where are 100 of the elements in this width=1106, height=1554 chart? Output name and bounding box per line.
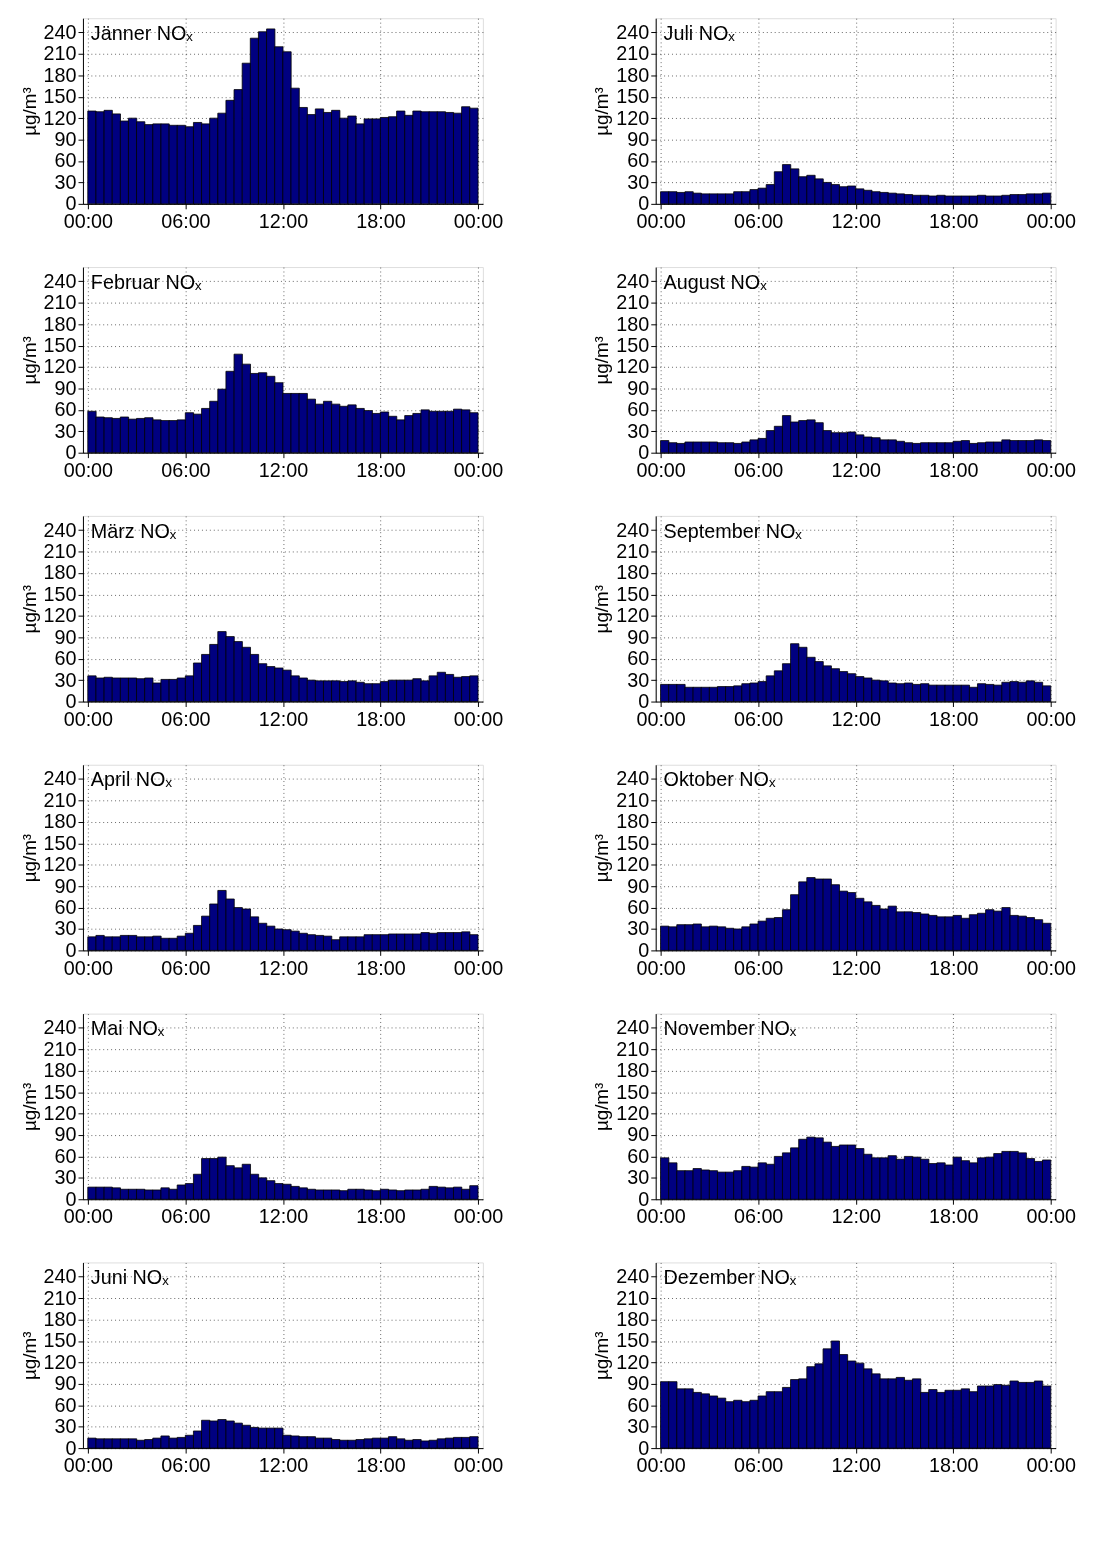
x-tick-label: 18:00 (928, 1454, 979, 1477)
y-tick-label: 240 (616, 767, 650, 790)
y-tick-label: 90 (54, 625, 77, 648)
y-tick-label: 210 (616, 291, 650, 314)
x-tick-label: 06:00 (161, 458, 211, 481)
chart-title: Dezember NOₓ (663, 1266, 797, 1289)
y-tick-label: 210 (43, 291, 77, 314)
y-axis-title: µg/m³ (591, 585, 613, 634)
y-tick-label: 30 (627, 668, 650, 691)
y-tick-label: 90 (627, 625, 650, 648)
y-tick-label: 90 (627, 874, 650, 897)
y-tick-label: 30 (627, 1415, 650, 1438)
y-tick-label: 180 (43, 1308, 77, 1330)
x-tick-label: 12:00 (258, 956, 309, 979)
y-axis-title: µg/m³ (18, 87, 40, 136)
chart-title: Juni NOₓ (90, 1266, 170, 1289)
y-tick-label: 210 (616, 540, 650, 563)
x-tick-label: 12:00 (831, 956, 881, 979)
x-tick-label: 00:00 (1026, 1454, 1076, 1477)
x-tick-label: 18:00 (356, 1205, 406, 1228)
x-tick-label: 00:00 (453, 956, 504, 979)
y-axis-title: µg/m³ (18, 833, 40, 883)
y-axis-title: µg/m³ (18, 1331, 40, 1380)
x-tick-label: 12:00 (258, 707, 309, 730)
y-tick-label: 180 (616, 1059, 650, 1082)
y-tick-label: 120 (616, 106, 650, 129)
y-tick-label: 210 (43, 1286, 77, 1309)
y-tick-label: 90 (54, 128, 77, 151)
y-tick-label: 120 (43, 604, 77, 627)
y-axis-title: µg/m³ (18, 585, 40, 634)
x-tick-label: 12:00 (831, 458, 881, 481)
y-tick-label: 150 (43, 334, 77, 357)
chart-title: September NOₓ (663, 519, 803, 542)
y-tick-label: 180 (43, 312, 77, 335)
x-tick-label: 06:00 (161, 707, 211, 730)
y-tick-label: 90 (627, 376, 650, 399)
y-tick-label: 90 (627, 1123, 650, 1146)
y-tick-label: 30 (54, 917, 77, 940)
y-tick-label: 210 (616, 1037, 650, 1060)
y-tick-label: 150 (616, 831, 650, 854)
x-tick-label: 18:00 (356, 707, 406, 730)
x-tick-label: 18:00 (356, 1454, 406, 1477)
x-tick-label: 12:00 (831, 1454, 881, 1477)
y-tick-label: 60 (54, 895, 77, 918)
y-tick-label: 120 (43, 1350, 77, 1373)
y-tick-label: 150 (43, 831, 77, 854)
y-tick-label: 120 (43, 1101, 77, 1124)
y-tick-label: 60 (627, 1144, 650, 1167)
y-tick-label: 150 (616, 334, 650, 357)
chart-title: August NOₓ (663, 270, 768, 293)
x-tick-label: 12:00 (258, 1454, 309, 1477)
y-tick-label: 150 (43, 1329, 77, 1352)
y-axis-title: µg/m³ (591, 336, 613, 385)
y-axis-title: µg/m³ (591, 1082, 613, 1132)
y-tick-label: 150 (616, 1080, 650, 1103)
y-tick-label: 30 (54, 668, 77, 691)
y-tick-label: 30 (627, 419, 650, 442)
y-tick-label: 120 (43, 355, 77, 378)
y-tick-label: 30 (627, 917, 650, 940)
y-tick-label: 240 (616, 269, 650, 292)
x-tick-label: 06:00 (161, 1454, 211, 1477)
y-tick-label: 150 (43, 85, 77, 108)
y-tick-label: 120 (616, 604, 650, 627)
y-tick-label: 120 (616, 355, 650, 378)
y-tick-label: 180 (616, 561, 650, 584)
y-tick-label: 60 (54, 1144, 77, 1167)
y-tick-label: 240 (43, 20, 77, 43)
y-tick-label: 240 (616, 20, 650, 43)
y-tick-label: 30 (627, 170, 650, 193)
y-tick-label: 150 (616, 85, 650, 108)
y-tick-label: 90 (627, 1372, 650, 1395)
y-tick-label: 30 (54, 170, 77, 193)
y-tick-label: 120 (616, 853, 650, 876)
y-tick-label: 60 (627, 149, 650, 172)
x-tick-label: 00:00 (1026, 458, 1076, 481)
x-tick-label: 06:00 (161, 1205, 211, 1228)
y-tick-label: 180 (616, 810, 650, 833)
x-tick-label: 12:00 (831, 1205, 881, 1228)
x-tick-label: 00:00 (453, 1205, 504, 1228)
x-tick-label: 18:00 (928, 1205, 979, 1228)
y-axis-title: µg/m³ (591, 1331, 613, 1380)
y-tick-label: 90 (54, 1372, 77, 1395)
y-tick-label: 150 (43, 582, 77, 605)
y-tick-label: 210 (43, 42, 77, 65)
chart-title: November NOₓ (663, 1017, 797, 1040)
y-tick-label: 180 (43, 810, 77, 833)
chart-title: Juli NOₓ (663, 21, 736, 44)
y-tick-label: 240 (43, 1016, 77, 1039)
x-tick-label: 00:00 (453, 707, 504, 730)
y-tick-label: 180 (43, 1059, 77, 1082)
x-tick-label: 00:00 (1026, 1205, 1076, 1228)
x-tick-label: 00:00 (1026, 707, 1076, 730)
x-tick-label: 06:00 (161, 210, 211, 233)
y-tick-label: 60 (627, 895, 650, 918)
chart-title: Mai NOₓ (90, 1017, 165, 1040)
x-tick-label: 18:00 (928, 458, 979, 481)
x-tick-label: 06:00 (733, 707, 784, 730)
y-tick-label: 240 (43, 767, 77, 790)
y-axis-title: µg/m³ (18, 336, 40, 385)
y-tick-label: 90 (54, 1123, 77, 1146)
